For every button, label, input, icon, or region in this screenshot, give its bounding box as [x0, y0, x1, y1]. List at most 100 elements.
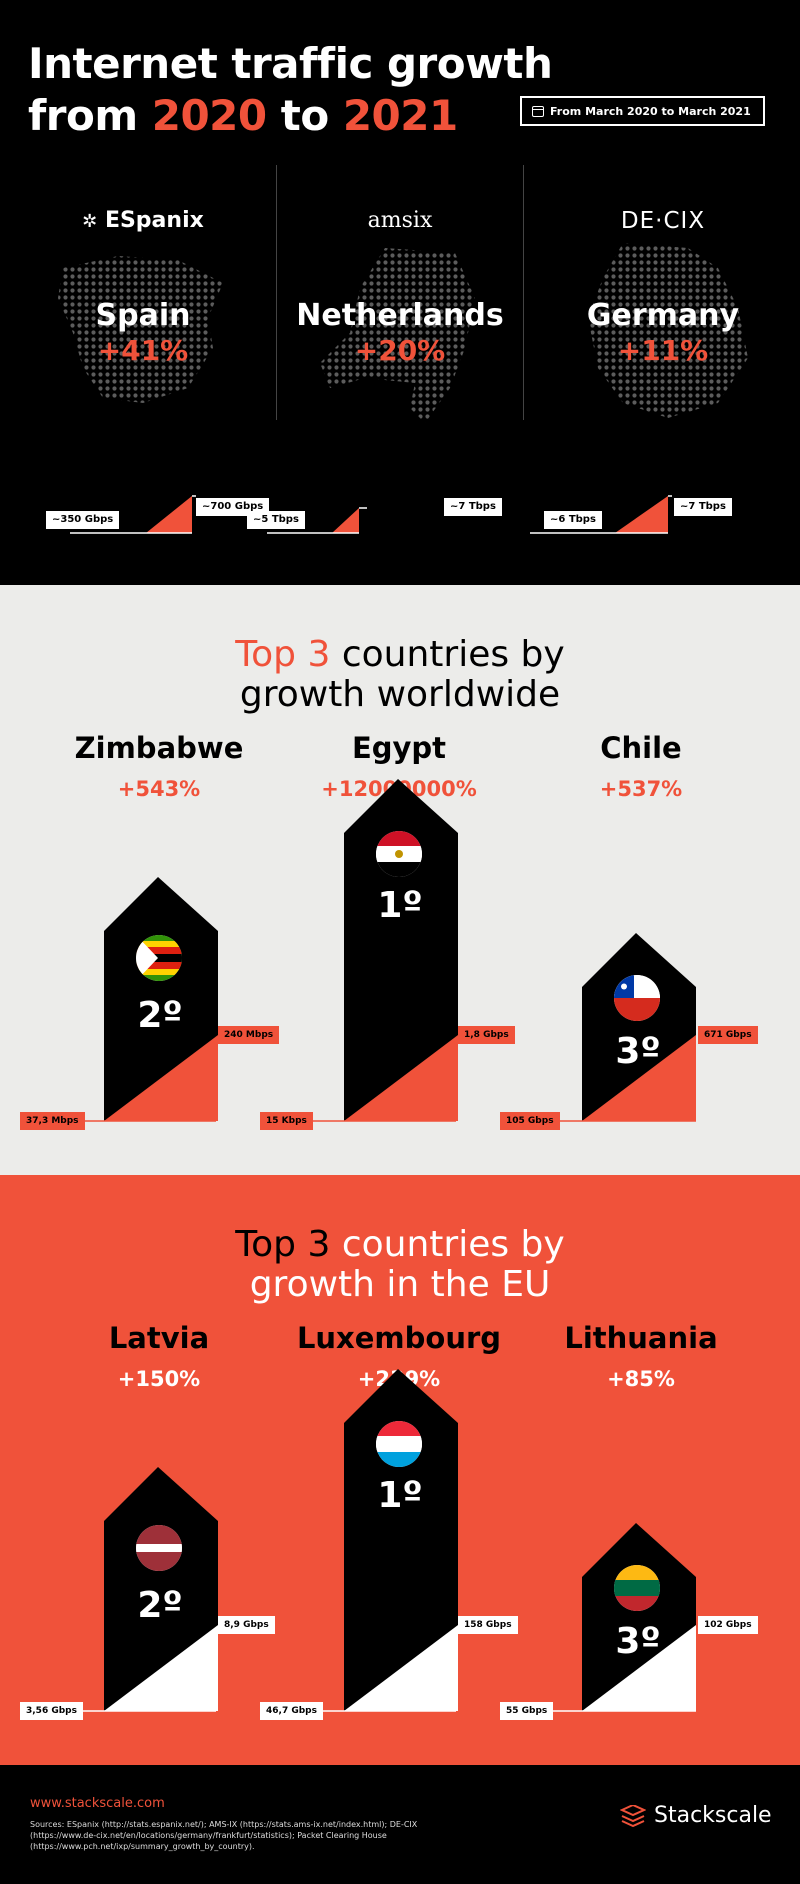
section-title: Top 3 countries by growth worldwide [0, 635, 800, 715]
after-value-tag: 671 Gbps [698, 1026, 758, 1044]
before-value-tag: 55 Gbps [500, 1702, 554, 1720]
espanix-logo-icon: ✲ [82, 211, 98, 232]
ixp-logo-text: ESpanix [104, 208, 204, 233]
brand-name: Stackscale [654, 1803, 772, 1828]
before-value-tag: 15 Kbps [260, 1112, 313, 1130]
after-value-tag: 1,8 Gbps [458, 1026, 515, 1044]
website-link[interactable]: www.stackscale.com [30, 1796, 165, 1811]
column-divider [523, 165, 524, 420]
growth-wedge [267, 507, 367, 534]
title-highlight: Top 3 [235, 634, 331, 675]
before-value-tag: 3,56 Gbps [20, 1702, 83, 1720]
country-name: Chile [600, 731, 682, 765]
stackscale-logo-icon [620, 1804, 646, 1827]
growth-value: +85% [607, 1367, 675, 1391]
page-title: Internet traffic growth from 2020 to 202… [28, 38, 553, 142]
rank-label: 3º [615, 1031, 661, 1072]
after-value-tag: 102 Gbps [698, 1616, 758, 1634]
netherlands-map [320, 248, 475, 423]
country-card-latvia: Latvia +150% 2º 3,56 Gbps 8,9 Gbps [20, 1175, 292, 1765]
growth-value: +537% [599, 777, 683, 801]
title-line-2: growth in the EU [249, 1264, 551, 1305]
section-title: Top 3 countries by growth in the EU [0, 1225, 800, 1305]
country-name: Lithuania [564, 1321, 718, 1355]
growth-value: +41% [97, 334, 189, 367]
eu-section: Top 3 countries by growth in the EU Latv… [0, 1175, 800, 1765]
growth-value: +543% [117, 777, 201, 801]
growth-value: +20% [354, 334, 446, 367]
title-from: from [28, 91, 138, 140]
rank-label: 2º [137, 1585, 183, 1626]
country-name: Latvia [108, 1321, 210, 1355]
rank-label: 1º [377, 1475, 423, 1516]
footer: www.stackscale.com Sources: ESpanix (htt… [0, 1765, 800, 1884]
rank-tower [266, 1369, 458, 1712]
after-value-tag: ~7 Tbps [444, 498, 502, 516]
country-name: Germany [586, 298, 740, 333]
before-value-tag: 46,7 Gbps [260, 1702, 323, 1720]
before-value-tag: 105 Gbps [500, 1112, 560, 1130]
worldwide-section: Top 3 countries by growth worldwide Zimb… [0, 585, 800, 1175]
title-line-1: Internet traffic growth [28, 39, 553, 88]
rank-tower [266, 779, 458, 1122]
latvia-flag-icon [136, 1525, 182, 1571]
chile-flag-icon [614, 975, 660, 1021]
rank-label: 3º [615, 1621, 661, 1662]
spain-map [58, 256, 223, 403]
ixp-card-germany: DE·CIX Germany +11% ~6 Tbps ~7 Tbps [530, 158, 796, 558]
germany-map [588, 243, 748, 418]
calendar-icon [532, 105, 544, 117]
rank-tower [508, 1523, 696, 1712]
lithuania-flag-icon [614, 1565, 660, 1611]
after-value-tag: 158 Gbps [458, 1616, 518, 1634]
decix-logo: DE·CIX [620, 208, 706, 234]
date-range-text: From March 2020 to March 2021 [550, 104, 751, 118]
title-rest: countries by [341, 634, 565, 675]
growth-value: +11% [617, 334, 709, 367]
title-year-end: 2021 [342, 91, 458, 140]
rank-label: 2º [137, 995, 183, 1036]
before-value-tag: ~6 Tbps [544, 511, 602, 529]
date-range-badge: From March 2020 to March 2021 [520, 96, 765, 126]
luxembourg-flag-icon [376, 1421, 422, 1467]
header-section: Internet traffic growth from 2020 to 202… [0, 0, 800, 585]
egypt-flag-icon [376, 831, 422, 877]
growth-wedge [70, 495, 196, 534]
country-card-luxembourg: Luxembourg +239% 1º 46,7 Gbps 158 Gbps [260, 1175, 532, 1765]
rank-tower [508, 933, 696, 1122]
country-name: Spain [95, 298, 191, 333]
country-card-zimbabwe: Zimbabwe +543% 2º 37,3 Mbps 240 Mbps [20, 585, 292, 1175]
title-rest: countries by [341, 1224, 565, 1265]
zimbabwe-flag-icon [136, 935, 182, 981]
sources-text: Sources: ESpanix (http://stats.espanix.n… [30, 1820, 418, 1851]
espanix-logo: ✲ ESpanix [10, 208, 276, 233]
column-divider [276, 165, 277, 420]
before-value-tag: ~5 Tbps [247, 511, 305, 529]
title-to: to [280, 91, 329, 140]
country-name: Netherlands [296, 298, 504, 333]
title-year-start: 2020 [151, 91, 267, 140]
country-name: Zimbabwe [74, 731, 244, 765]
rank-tower [26, 877, 218, 1122]
before-value-tag: 37,3 Mbps [20, 1112, 85, 1130]
country-name: Egypt [351, 731, 447, 765]
title-highlight: Top 3 [235, 1224, 331, 1265]
country-card-chile: Chile +537% 3º 105 Gbps 671 Gbps [500, 585, 774, 1175]
country-name: Luxembourg [296, 1321, 502, 1355]
country-card-egypt: Egypt +12000000% 1º 15 Kbps 1,8 Gbps [260, 585, 532, 1175]
ixp-card-spain: ✲ ESpanix Spain +41% ~350 Gbps ~700 Gbps [10, 158, 276, 558]
after-value-tag: 8,9 Gbps [218, 1616, 275, 1634]
before-value-tag: ~350 Gbps [46, 511, 120, 529]
title-line-2: from 2020 to 2021 [28, 90, 552, 142]
after-value-tag: 240 Mbps [218, 1026, 280, 1044]
rank-tower [26, 1467, 218, 1712]
rank-label: 1º [377, 885, 423, 926]
stackscale-brand: Stackscale [620, 1803, 772, 1828]
growth-wedge [530, 495, 672, 534]
ixp-card-netherlands: amsix Netherlands +20% ~5 Tbps ~7 Tbps [247, 158, 533, 558]
after-value-tag: ~7 Tbps [674, 498, 732, 516]
country-card-lithuania: Lithuania +85% 3º 55 Gbps 102 Gbps [500, 1175, 774, 1765]
amsix-logo: amsix [367, 208, 433, 233]
growth-value: +150% [117, 1367, 201, 1391]
title-line-2: growth worldwide [239, 674, 561, 715]
